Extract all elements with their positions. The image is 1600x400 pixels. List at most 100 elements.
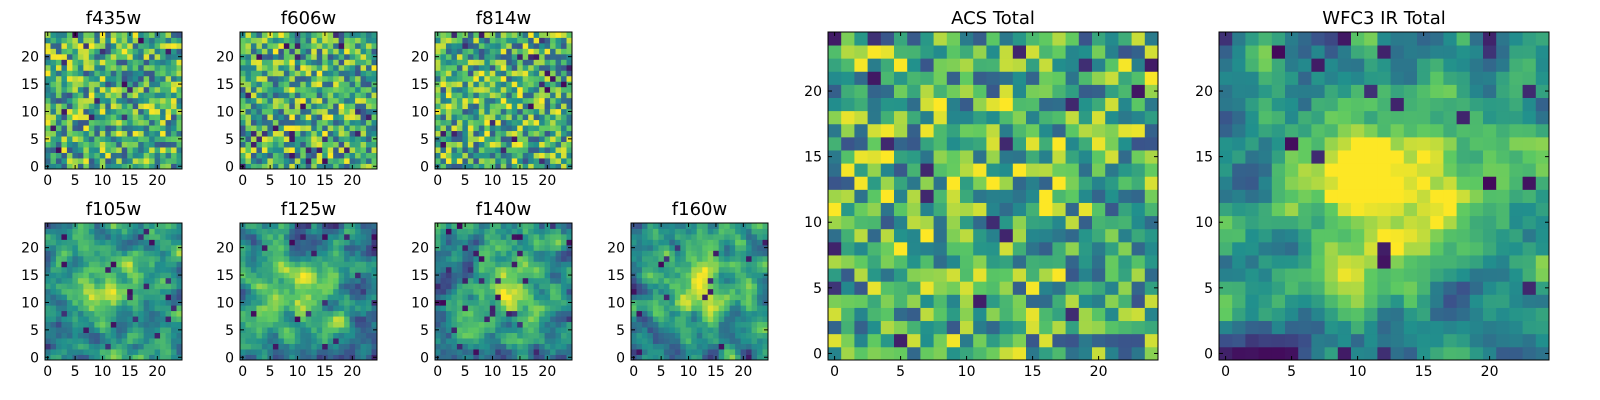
heatmap-cell	[283, 250, 290, 257]
heatmap-cell	[533, 64, 540, 71]
heatmap-cell	[344, 75, 350, 82]
heatmap-cell	[132, 163, 139, 170]
heatmap-cell	[746, 244, 752, 251]
heatmap-cell	[45, 103, 51, 110]
heatmap-cell	[467, 119, 474, 126]
heatmap-cell	[555, 239, 562, 246]
heatmap-cell	[294, 64, 301, 71]
heatmap-cell	[462, 108, 469, 115]
heatmap-cell	[440, 108, 447, 115]
heatmap-cell	[327, 261, 334, 268]
heatmap-cell	[322, 119, 329, 126]
heatmap-cell	[316, 32, 323, 38]
heatmap-cell	[149, 158, 155, 164]
heatmap-cell	[517, 283, 524, 290]
heatmap-cell	[160, 321, 166, 328]
heatmap-cell	[680, 294, 687, 301]
heatmap-cell	[506, 130, 513, 137]
y-tick-label: 20	[411, 50, 429, 66]
heatmap-cell	[1078, 333, 1093, 348]
heatmap-cell	[746, 228, 752, 235]
heatmap-cell	[256, 53, 263, 60]
heatmap-cell	[685, 288, 692, 295]
heatmap-cell	[338, 114, 345, 121]
heatmap-cell	[1012, 150, 1027, 164]
heatmap-cell	[555, 338, 562, 344]
heatmap-cell	[462, 299, 469, 306]
heatmap-cell	[261, 103, 268, 110]
heatmap-cell	[160, 228, 166, 235]
heatmap-cell	[539, 321, 545, 328]
heatmap-cell	[360, 354, 367, 361]
heatmap-cell	[322, 239, 329, 246]
heatmap-cell	[165, 119, 172, 126]
heatmap-cell	[740, 305, 747, 312]
heatmap-cell	[305, 152, 312, 159]
heatmap-cell	[522, 152, 529, 159]
heatmap-cell	[83, 299, 90, 306]
heatmap-cell	[566, 233, 573, 240]
heatmap-cell	[132, 114, 139, 121]
heatmap-cell	[322, 130, 329, 137]
heatmap-cell	[445, 141, 452, 148]
heatmap-cell	[344, 266, 350, 273]
heatmap-cell	[61, 130, 68, 137]
heatmap-cell	[278, 261, 285, 268]
heatmap-cell	[506, 163, 513, 170]
heatmap-cell	[256, 147, 263, 153]
heatmap-cell	[435, 48, 441, 55]
heatmap-cell	[751, 343, 758, 350]
heatmap-cell	[1052, 228, 1066, 243]
heatmap-cell	[344, 338, 350, 344]
heatmap-cell	[50, 299, 57, 306]
heatmap-cell	[500, 283, 507, 290]
heatmap-cell	[691, 244, 698, 251]
heatmap-cell	[484, 327, 491, 333]
heatmap-cell	[132, 158, 139, 164]
heatmap-cell	[366, 294, 372, 301]
heatmap-cell	[143, 48, 150, 55]
heatmap-cell	[894, 176, 908, 190]
heatmap-cell	[294, 136, 301, 142]
heatmap-cell	[495, 277, 502, 284]
heatmap-cell	[105, 48, 112, 55]
heatmap-cell	[986, 320, 1000, 335]
heatmap-cell	[636, 228, 643, 235]
heatmap-cell	[533, 92, 540, 99]
heatmap-cell	[440, 310, 447, 317]
heatmap-cell	[127, 48, 134, 55]
heatmap-cell	[841, 163, 855, 177]
heatmap-cell	[165, 261, 172, 268]
heatmap-cell	[110, 130, 117, 137]
heatmap-cell	[344, 42, 350, 49]
heatmap-cell	[83, 228, 90, 235]
heatmap-cell	[528, 81, 535, 88]
heatmap-cell	[636, 332, 643, 339]
heatmap-cell	[171, 53, 177, 60]
heatmap-cell	[371, 92, 378, 99]
heatmap-cell	[349, 233, 356, 240]
heatmap-cell	[696, 310, 703, 317]
y-tick-label: 10	[411, 104, 429, 120]
heatmap-cell	[338, 288, 345, 295]
heatmap-cell	[500, 86, 507, 93]
heatmap-cell	[440, 53, 447, 60]
heatmap-cell	[105, 64, 112, 71]
heatmap-cell	[641, 349, 648, 355]
heatmap-cell	[272, 64, 279, 71]
heatmap-cell	[566, 48, 573, 55]
x-tick-label: 0	[43, 364, 52, 380]
heatmap-cell	[349, 158, 356, 164]
heatmap-cell	[631, 228, 637, 235]
heatmap-cell	[366, 261, 372, 268]
heatmap-cell	[272, 70, 279, 77]
heatmap-cell	[658, 310, 665, 317]
heatmap-cell	[746, 299, 752, 306]
heatmap-cell	[338, 147, 345, 153]
heatmap-cell	[256, 108, 263, 115]
heatmap-cell	[641, 316, 648, 323]
heatmap-cell	[880, 150, 895, 164]
heatmap-cell	[132, 266, 139, 273]
heatmap-cell	[171, 114, 177, 121]
heatmap-cell	[867, 215, 882, 230]
